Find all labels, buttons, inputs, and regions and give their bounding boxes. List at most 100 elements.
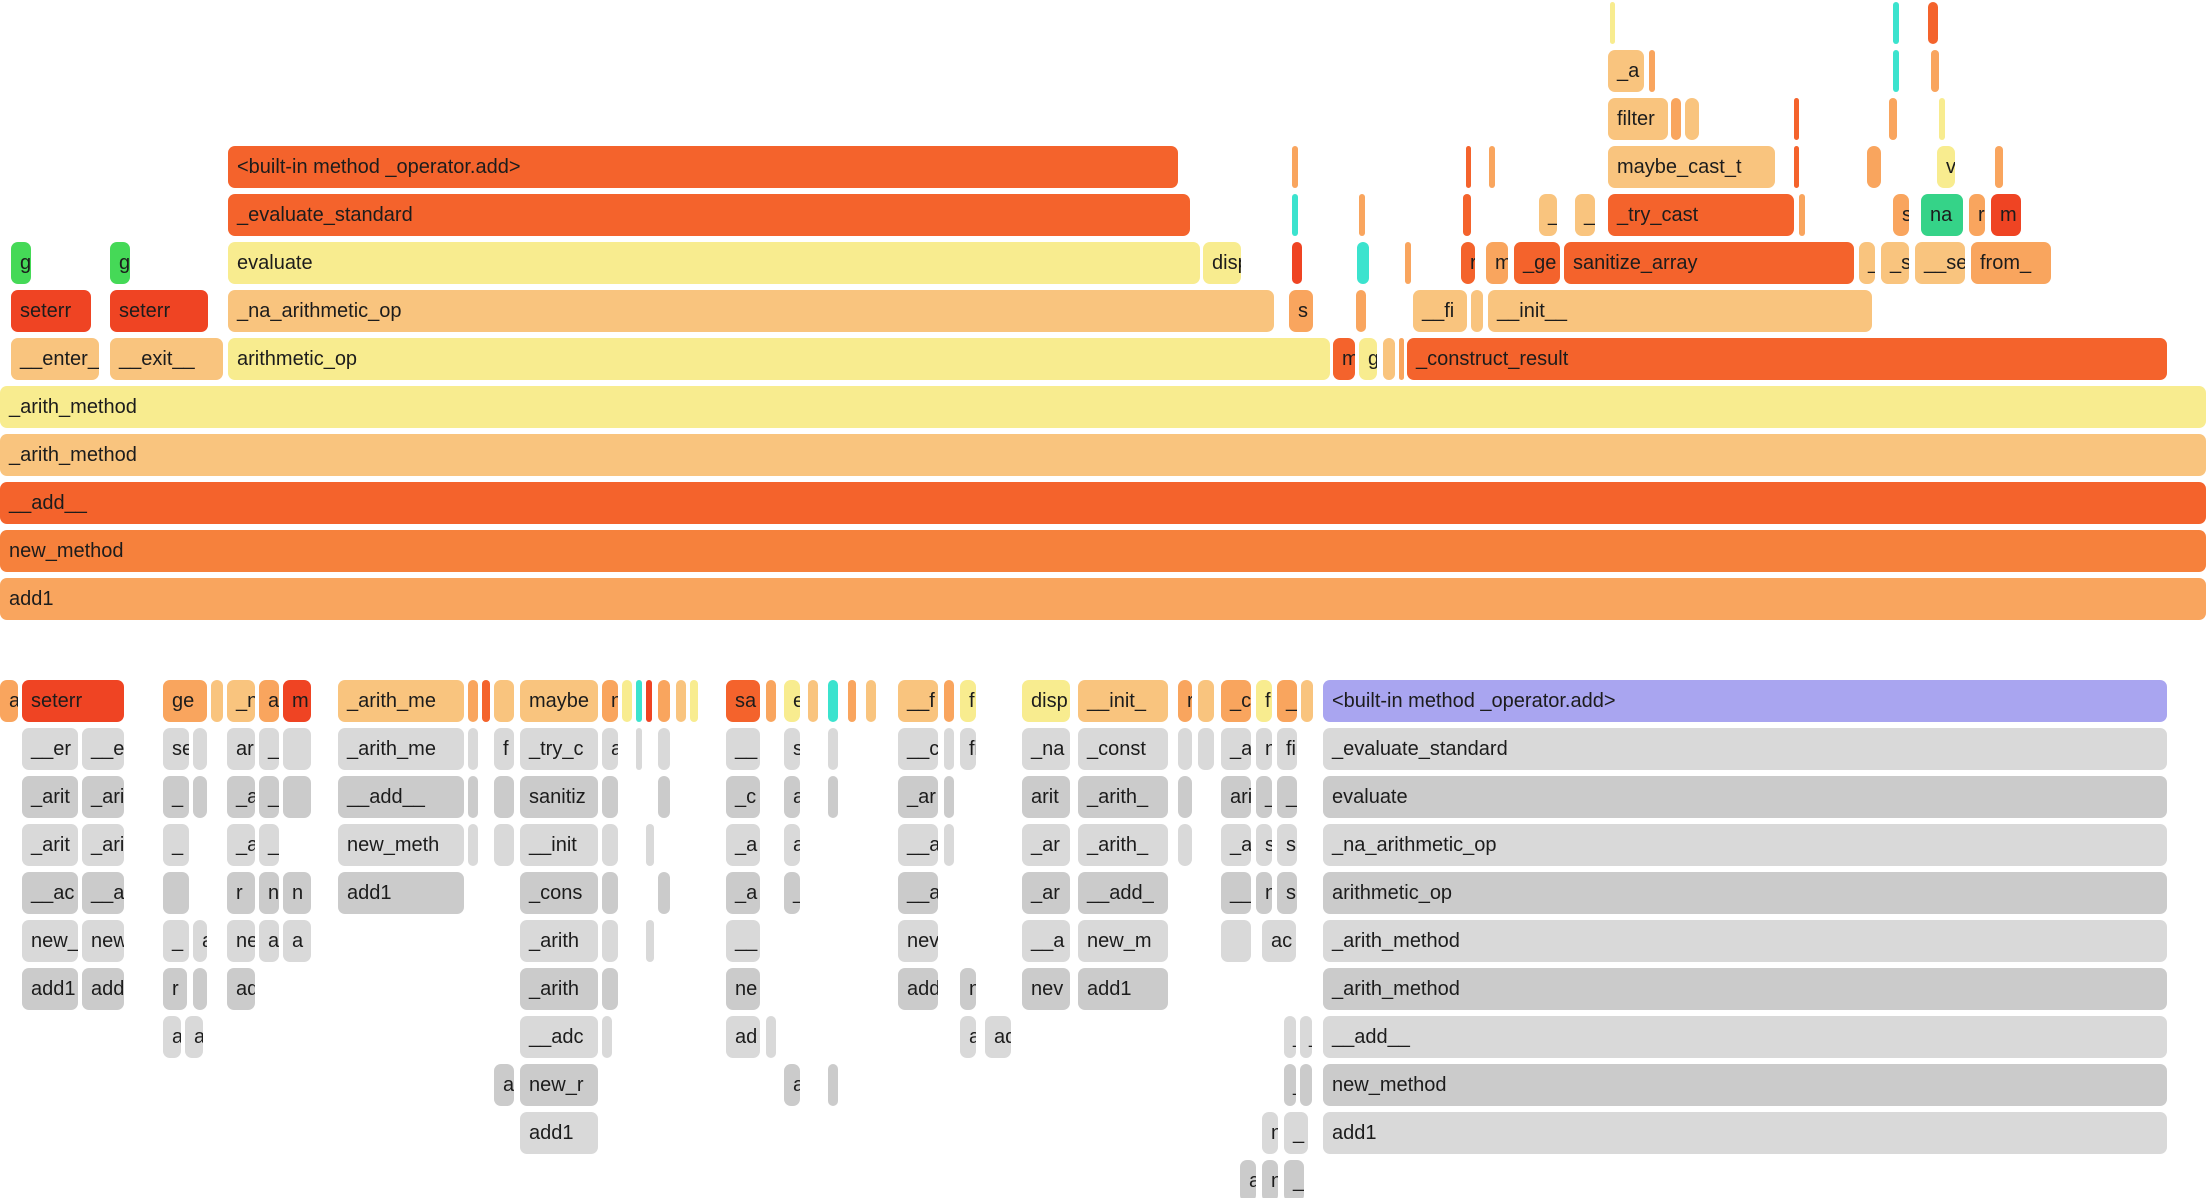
bottom-frame-co[interactable]: __co: [898, 728, 938, 770]
bottom-frame-ge[interactable]: ge: [163, 680, 207, 722]
bottom-frame-ari[interactable]: ari: [227, 728, 255, 770]
bottom-frame-sliver[interactable]: [1301, 680, 1313, 722]
bottom-frame-sliver[interactable]: [636, 728, 642, 770]
top-frame-sliver[interactable]: [1356, 290, 1366, 332]
bottom-frame-sliver[interactable]: [1198, 728, 1214, 770]
top-frame-sliver[interactable]: [1463, 194, 1471, 236]
top-frame-v[interactable]: v: [1937, 146, 1955, 188]
bottom-frame-sliver[interactable]: _: [1284, 1016, 1296, 1058]
top-frame-sliver[interactable]: [1799, 194, 1805, 236]
bottom-frame-sliver[interactable]: [1198, 680, 1214, 722]
bottom-frame-a[interactable]: _a: [1221, 728, 1251, 770]
bottom-frame-add[interactable]: __add_: [1078, 872, 1168, 914]
bottom-frame-add1[interactable]: add1: [338, 872, 464, 914]
bottom-frame-a[interactable]: a: [494, 1064, 514, 1106]
bottom-frame-sliver[interactable]: [866, 680, 876, 722]
bottom-frame-a[interactable]: _a: [259, 776, 279, 818]
bottom-frame-const[interactable]: _const: [1078, 728, 1168, 770]
bottom-frame-cons[interactable]: _cons: [520, 872, 598, 914]
bottom-frame-a[interactable]: a: [784, 824, 800, 866]
top-frame-sliver[interactable]: [1610, 2, 1615, 44]
bottom-frame-sliver[interactable]: [646, 824, 654, 866]
bottom-frame-n[interactable]: n: [283, 872, 311, 914]
bottom-frame-sliver[interactable]: _: [1277, 680, 1297, 722]
top-frame-built-in-method-operator-add[interactable]: <built-in method _operator.add>: [228, 146, 1178, 188]
bottom-frame-add1[interactable]: add1: [1078, 968, 1168, 1010]
bottom-frame-init[interactable]: __init_: [1078, 680, 1168, 722]
bottom-frame-a[interactable]: a: [193, 920, 207, 962]
top-frame-sliver[interactable]: [1995, 146, 2003, 188]
bottom-frame-sliver[interactable]: _: [1284, 1160, 1304, 1198]
top-frame-se[interactable]: __se: [1915, 242, 1965, 284]
top-frame-m[interactable]: m: [1486, 242, 1508, 284]
bottom-frame-sliver[interactable]: [646, 920, 654, 962]
top-frame-s[interactable]: _s: [1881, 242, 1909, 284]
top-frame-na[interactable]: na: [1921, 194, 1963, 236]
bottom-frame-f[interactable]: f: [960, 680, 976, 722]
bottom-frame-sliver[interactable]: [690, 680, 698, 722]
top-frame-sliver[interactable]: [1794, 98, 1799, 140]
bottom-frame-sanitiz[interactable]: sanitiz: [520, 776, 598, 818]
bottom-frame-f[interactable]: f: [1256, 680, 1272, 722]
top-frame-sliver[interactable]: [1405, 242, 1411, 284]
bottom-frame-a[interactable]: _a: [726, 824, 760, 866]
bottom-frame-disp[interactable]: disp: [1022, 680, 1070, 722]
top-frame-disp[interactable]: disp: [1203, 242, 1241, 284]
bottom-frame-sliver[interactable]: [468, 728, 478, 770]
top-frame-arith-method[interactable]: _arith_method: [0, 434, 2206, 476]
bottom-frame-sliver[interactable]: [482, 680, 490, 722]
bottom-frame-sliver[interactable]: [676, 680, 686, 722]
top-frame-sliver[interactable]: [1931, 50, 1939, 92]
bottom-frame-sliver[interactable]: [766, 680, 776, 722]
top-frame-r[interactable]: r: [1969, 194, 1985, 236]
bottom-frame-sliver[interactable]: [944, 776, 954, 818]
bottom-frame-sliver[interactable]: [602, 776, 618, 818]
bottom-frame-sliver[interactable]: [468, 824, 478, 866]
bottom-frame-a[interactable]: a: [163, 1016, 181, 1058]
bottom-frame-arith[interactable]: _arith: [520, 968, 598, 1010]
bottom-frame-c[interactable]: _c: [1221, 680, 1251, 722]
bottom-frame-sliver[interactable]: [658, 680, 670, 722]
bottom-frame-r[interactable]: r: [766, 1016, 776, 1058]
bottom-frame-built-in-method-operator-add[interactable]: <built-in method _operator.add>: [1323, 680, 2167, 722]
top-frame-sliver[interactable]: [1867, 146, 1881, 188]
bottom-frame-sliver[interactable]: _: [1284, 1064, 1296, 1106]
bottom-frame-e[interactable]: e: [784, 680, 800, 722]
top-frame-filter[interactable]: filter: [1608, 98, 1668, 140]
bottom-frame-s[interactable]: s_: [1256, 824, 1272, 866]
top-frame-sliver[interactable]: [1794, 146, 1799, 188]
bottom-frame-arith-method[interactable]: _arith_method: [1323, 920, 2167, 962]
bottom-frame-sliver[interactable]: [658, 728, 670, 770]
bottom-frame-a[interactable]: __a: [1022, 920, 1070, 962]
bottom-frame-sliver[interactable]: [468, 680, 478, 722]
bottom-frame-adc[interactable]: __adc: [520, 1016, 598, 1058]
bottom-frame-sliver[interactable]: [494, 776, 514, 818]
top-frame-sliver[interactable]: _: [1539, 194, 1557, 236]
top-frame-sliver[interactable]: [1466, 146, 1471, 188]
bottom-frame-ne[interactable]: ne: [227, 920, 255, 962]
bottom-frame-sliver[interactable]: [163, 872, 189, 914]
bottom-frame-new-m[interactable]: new_m: [1078, 920, 1168, 962]
top-frame-m[interactable]: m: [1333, 338, 1355, 380]
bottom-frame-sliver[interactable]: [658, 776, 670, 818]
top-frame-evaluate[interactable]: evaluate: [228, 242, 1200, 284]
bottom-frame-sliver[interactable]: _: [163, 824, 189, 866]
bottom-frame-a[interactable]: _a: [1256, 776, 1272, 818]
top-frame-add[interactable]: __add__: [0, 482, 2206, 524]
bottom-frame-add[interactable]: __add__: [338, 776, 464, 818]
bottom-frame-f[interactable]: __f: [898, 680, 938, 722]
bottom-frame-fi[interactable]: fi: [960, 728, 976, 770]
bottom-frame-sliver[interactable]: [193, 776, 207, 818]
top-frame-new-method[interactable]: new_method: [0, 530, 2206, 572]
top-frame-sliver[interactable]: [1383, 338, 1395, 380]
bottom-frame-a[interactable]: a: [602, 728, 618, 770]
bottom-frame-sliver[interactable]: [283, 728, 311, 770]
bottom-frame-a[interactable]: a: [0, 680, 18, 722]
bottom-frame-try-c[interactable]: _try_c: [520, 728, 598, 770]
bottom-frame-ne[interactable]: ne: [726, 968, 760, 1010]
top-frame-sliver[interactable]: [1357, 242, 1369, 284]
top-frame-s[interactable]: s: [1289, 290, 1313, 332]
bottom-frame-c[interactable]: _c: [726, 776, 760, 818]
top-frame-sliver[interactable]: [1359, 194, 1365, 236]
bottom-frame-sliver[interactable]: [602, 968, 618, 1010]
